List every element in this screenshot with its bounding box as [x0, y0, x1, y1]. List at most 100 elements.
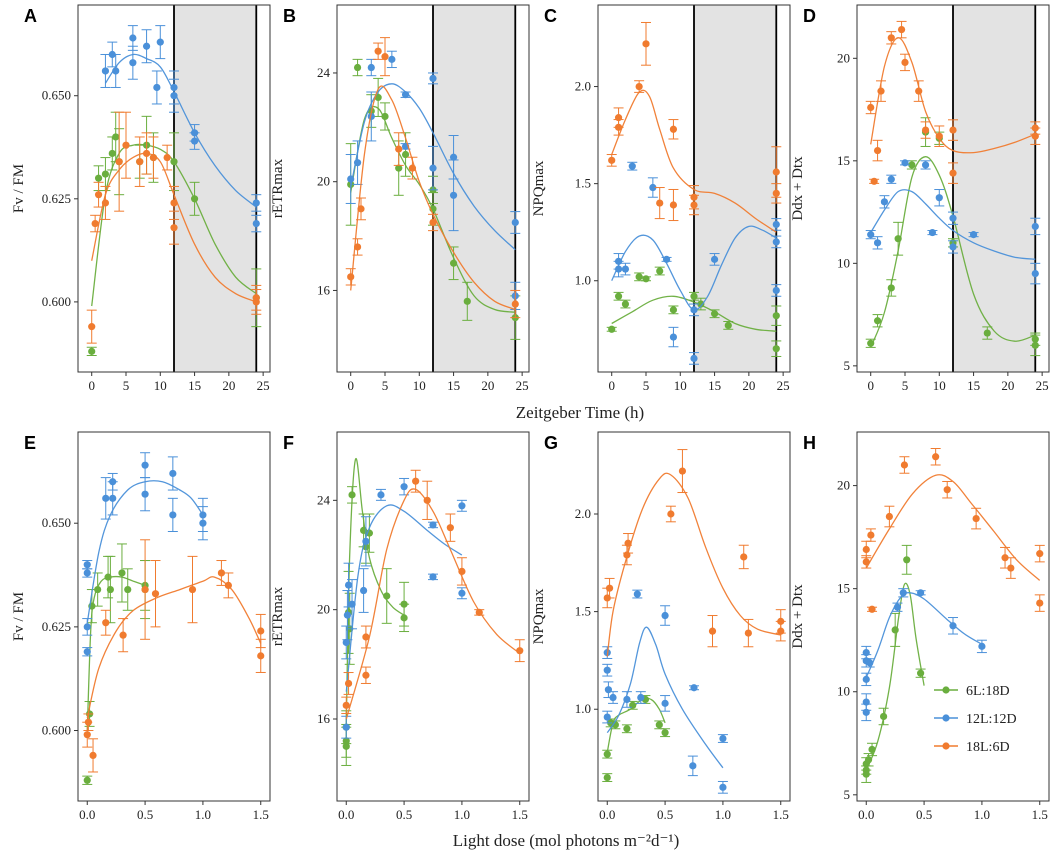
data-point [861, 555, 872, 569]
series-12l12d [100, 25, 262, 233]
data-point [251, 289, 262, 315]
marker [217, 569, 226, 577]
marker [949, 126, 957, 134]
x-tick-label: 25 [777, 378, 790, 393]
legend-label: 18L:6D [966, 740, 1010, 755]
marker [458, 567, 466, 576]
legend-marker [942, 742, 950, 750]
marker [604, 686, 613, 694]
data-point [771, 284, 782, 297]
marker [257, 627, 265, 635]
marker [83, 623, 91, 631]
data-point [428, 213, 438, 232]
marker [862, 708, 870, 716]
data-point [342, 590, 353, 641]
marker [921, 161, 930, 169]
data-point [602, 710, 613, 724]
marker [917, 589, 925, 597]
panel-letter: H [803, 433, 816, 453]
data-point [82, 568, 93, 578]
y-tick-label: 0.650 [42, 515, 71, 530]
marker [136, 158, 144, 166]
plot-area [86, 25, 262, 357]
data-point [723, 321, 734, 330]
x-tick-label: 25 [257, 378, 270, 393]
marker [867, 531, 875, 539]
series-6l18d [82, 543, 151, 785]
marker [697, 300, 705, 308]
panel-g: 0.0 0.5 1.0 1.5 1.0 1.5 2.0 NPQmax G [531, 431, 791, 822]
marker [710, 255, 719, 263]
data-point [428, 145, 438, 191]
marker [344, 581, 353, 589]
data-point [90, 214, 101, 233]
data-point [867, 605, 878, 613]
data-point [140, 452, 151, 479]
marker [142, 42, 151, 50]
data-point [865, 528, 876, 542]
marker [156, 38, 164, 46]
data-point [627, 700, 638, 710]
data-point [738, 544, 749, 570]
marker [921, 126, 930, 134]
fit-curve [870, 156, 1036, 348]
data-point [982, 326, 993, 340]
data-point [514, 639, 525, 663]
marker [866, 659, 874, 667]
marker [1031, 341, 1039, 349]
marker [395, 164, 403, 172]
marker [257, 652, 265, 660]
marker [772, 286, 780, 295]
data-point [869, 177, 880, 185]
x-tick-label: 15 [447, 378, 460, 393]
marker [224, 581, 232, 590]
marker [108, 149, 116, 158]
data-point [709, 253, 720, 266]
marker [900, 461, 909, 469]
data-point [169, 78, 179, 113]
plot-area [606, 21, 782, 365]
marker [429, 164, 437, 172]
marker [893, 603, 902, 611]
y-tick-label: 5 [844, 358, 851, 373]
data-point [360, 516, 371, 567]
data-point [620, 262, 631, 276]
fit-curve [345, 504, 463, 692]
data-point [661, 255, 672, 263]
marker [908, 161, 916, 169]
data-point [948, 240, 958, 254]
axes-frame [77, 4, 271, 373]
data-point [169, 185, 179, 220]
plot-area [345, 37, 521, 340]
fit-curve [350, 85, 516, 311]
panel-b: 0 5 10 15 20 25 16 20 24 rETRmax B [270, 4, 530, 393]
y-tick-label: 0.625 [42, 619, 71, 634]
plot-area [865, 20, 1041, 357]
marker [170, 224, 178, 232]
series-18l6d [606, 21, 782, 233]
data-point [689, 291, 699, 301]
data-point [86, 346, 97, 357]
marker [84, 718, 93, 726]
data-point [141, 29, 152, 64]
data-point [689, 684, 699, 692]
data-point [695, 297, 706, 311]
marker [516, 647, 524, 655]
data-point [654, 720, 665, 730]
legend-marker [942, 714, 950, 722]
marker [899, 589, 907, 597]
marker [115, 158, 123, 166]
data-point [169, 210, 179, 245]
marker [655, 721, 663, 729]
x-tick-label: 1.5 [1032, 807, 1048, 822]
data-point [100, 609, 111, 636]
y-tick-label: 0.625 [42, 191, 71, 206]
y-tick-label: 5 [844, 787, 851, 802]
data-point [100, 185, 111, 220]
marker [943, 486, 951, 494]
x-tick-label: 0.5 [657, 807, 673, 822]
data-point [677, 449, 688, 494]
x-tick-label: 1.0 [715, 807, 731, 822]
marker [1031, 269, 1039, 278]
marker [772, 345, 780, 353]
